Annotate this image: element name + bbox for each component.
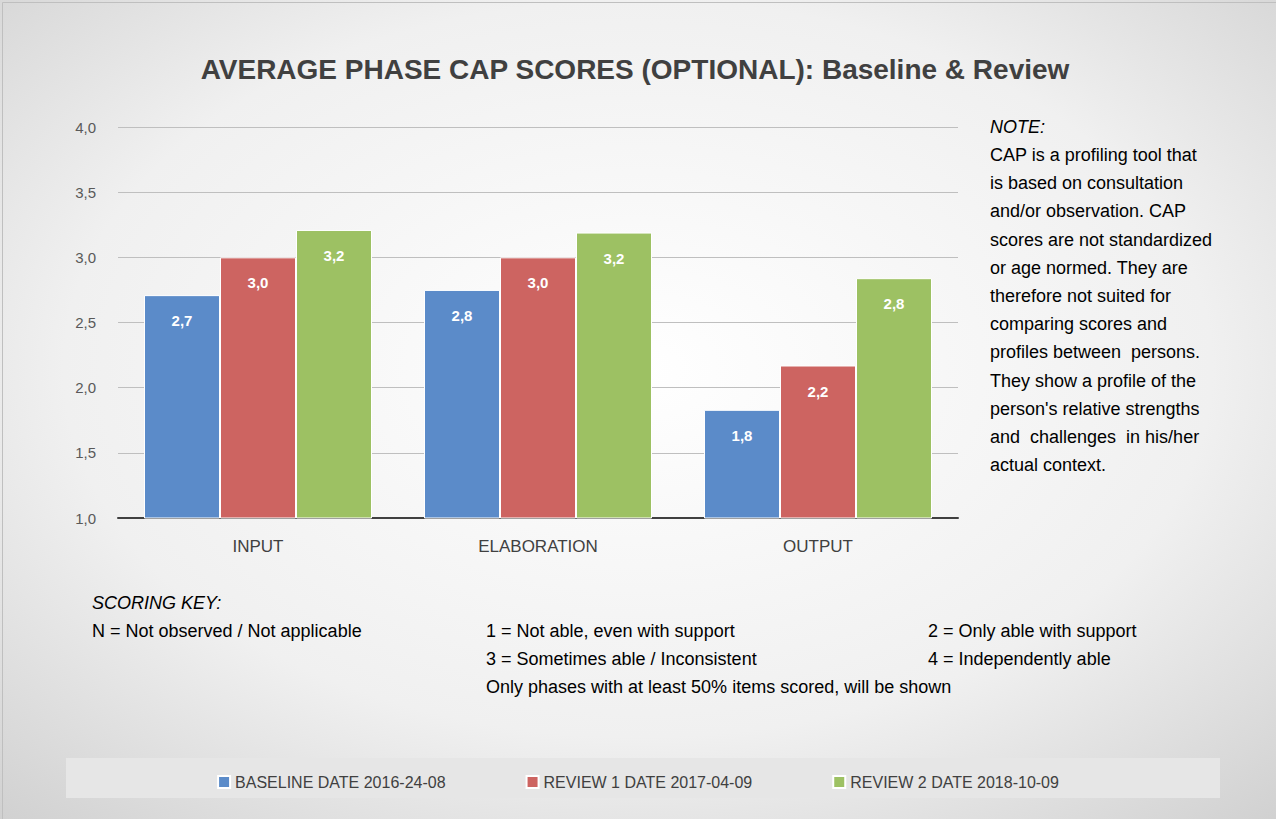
svg-text:CAP is a profiling tool that: CAP is a profiling tool that bbox=[990, 145, 1197, 165]
svg-text:is based on consultation: is based on consultation bbox=[990, 173, 1183, 193]
svg-text:BASELINE DATE 2016-24-08: BASELINE DATE 2016-24-08 bbox=[235, 774, 446, 791]
svg-text:3 = Sometimes able / Inconsist: 3 = Sometimes able / Inconsistent bbox=[486, 649, 757, 669]
svg-text:therefore not suited for: therefore not suited for bbox=[990, 286, 1171, 306]
svg-text:3,5: 3,5 bbox=[75, 184, 96, 201]
svg-text:OUTPUT: OUTPUT bbox=[783, 537, 853, 556]
svg-text:and challenges in his/her: and challenges in his/her bbox=[990, 427, 1199, 447]
svg-text:3,0: 3,0 bbox=[248, 274, 269, 291]
svg-text:REVIEW 2 DATE 2018-10-09: REVIEW 2 DATE 2018-10-09 bbox=[850, 774, 1059, 791]
svg-text:1,5: 1,5 bbox=[75, 444, 96, 461]
svg-text:1,0: 1,0 bbox=[75, 510, 96, 527]
svg-text:AVERAGE PHASE CAP SCORES (OPTI: AVERAGE PHASE CAP SCORES (OPTIONAL): Bas… bbox=[201, 54, 1070, 85]
svg-text:3,2: 3,2 bbox=[604, 250, 625, 267]
svg-text:2,8: 2,8 bbox=[884, 295, 905, 312]
svg-text:2,0: 2,0 bbox=[75, 379, 96, 396]
svg-text:1,8: 1,8 bbox=[732, 427, 753, 444]
svg-text:or age normed. They are: or age normed. They are bbox=[990, 258, 1188, 278]
svg-text:person's relative strengths: person's relative strengths bbox=[990, 399, 1200, 419]
svg-text:2 = Only able with support: 2 = Only able with support bbox=[928, 621, 1137, 641]
svg-text:and/or observation. CAP: and/or observation. CAP bbox=[990, 201, 1186, 221]
svg-text:REVIEW 1 DATE 2017-04-09: REVIEW 1 DATE 2017-04-09 bbox=[544, 774, 753, 791]
svg-text:2,2: 2,2 bbox=[808, 383, 829, 400]
svg-text:1 = Not able, even with suppor: 1 = Not able, even with support bbox=[486, 621, 735, 641]
svg-text:N = Not observed / Not applica: N = Not observed / Not applicable bbox=[92, 621, 362, 641]
svg-text:4 = Independently able: 4 = Independently able bbox=[928, 649, 1111, 669]
svg-text:3,0: 3,0 bbox=[528, 274, 549, 291]
svg-text:2,7: 2,7 bbox=[172, 312, 193, 329]
svg-text:3,2: 3,2 bbox=[324, 247, 345, 264]
svg-text:comparing scores and: comparing scores and bbox=[990, 314, 1167, 334]
svg-text:actual context.: actual context. bbox=[990, 455, 1106, 475]
svg-text:ELABORATION: ELABORATION bbox=[478, 537, 598, 556]
svg-text:They show a profile of the: They show a profile of the bbox=[990, 371, 1196, 391]
svg-text:2,5: 2,5 bbox=[75, 314, 96, 331]
svg-text:profiles between persons.: profiles between persons. bbox=[990, 342, 1200, 362]
svg-text:SCORING KEY:: SCORING KEY: bbox=[92, 593, 221, 613]
svg-text:Only phases with at least 50%: Only phases with at least 50% items scor… bbox=[486, 677, 951, 697]
svg-text:4,0: 4,0 bbox=[75, 119, 96, 136]
svg-text:scores are not standardized: scores are not standardized bbox=[990, 230, 1212, 250]
svg-text:INPUT: INPUT bbox=[233, 537, 284, 556]
svg-text:3,0: 3,0 bbox=[75, 249, 96, 266]
svg-text:NOTE:: NOTE: bbox=[990, 117, 1045, 137]
svg-text:2,8: 2,8 bbox=[452, 307, 473, 324]
